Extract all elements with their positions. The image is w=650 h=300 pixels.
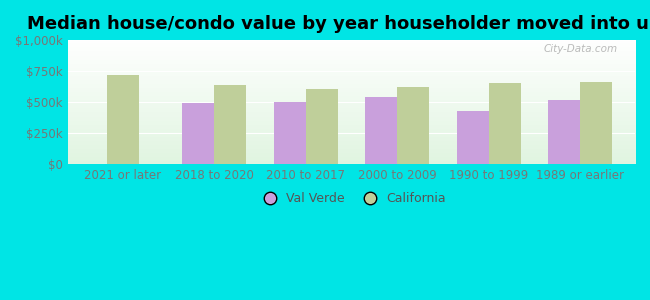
Text: City-Data.com: City-Data.com [544, 44, 618, 54]
Bar [274, 101, 305, 164]
Bar [580, 82, 612, 164]
Legend: Val Verde, California: Val Verde, California [252, 187, 450, 210]
Bar [214, 85, 246, 164]
Bar [182, 103, 214, 164]
Bar [397, 87, 429, 164]
Bar [365, 97, 397, 164]
Bar [489, 83, 521, 164]
Title: Median house/condo value by year householder moved into unit: Median house/condo value by year househo… [27, 15, 650, 33]
Bar [456, 111, 489, 164]
Bar [107, 75, 138, 164]
Bar [548, 100, 580, 164]
Bar [306, 88, 337, 164]
